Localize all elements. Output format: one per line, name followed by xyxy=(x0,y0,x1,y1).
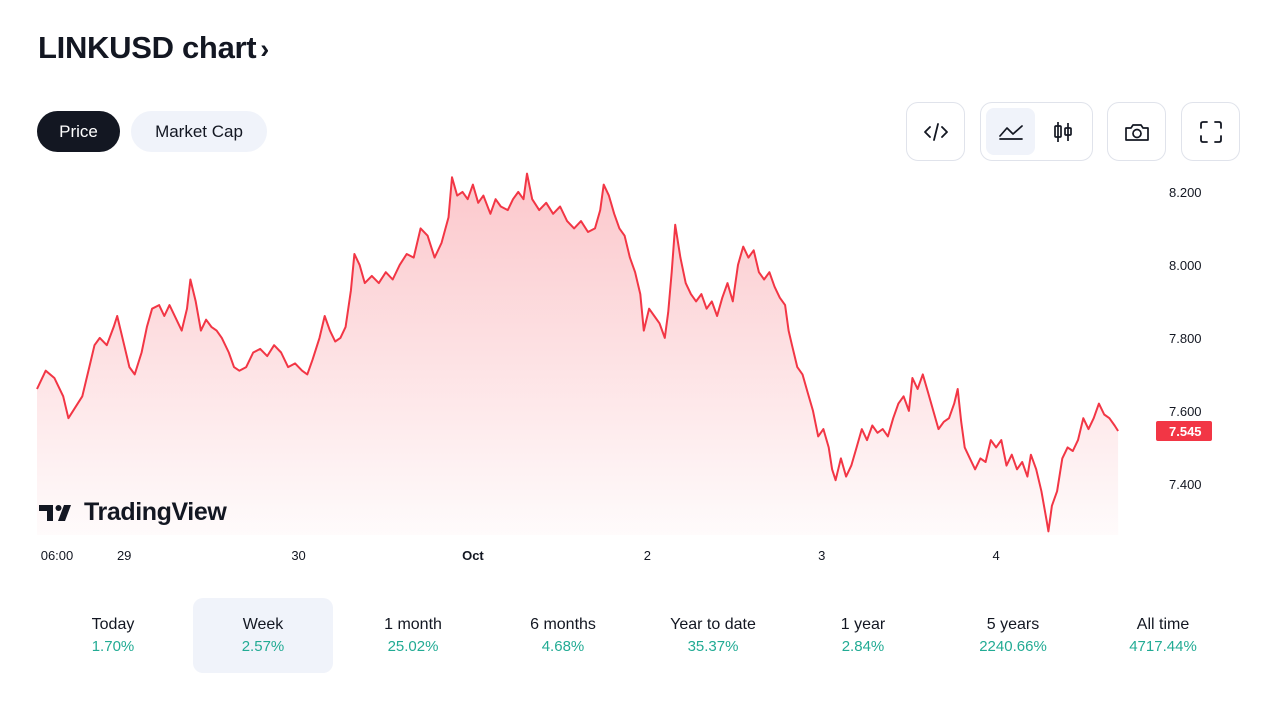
price-area-fill xyxy=(37,173,1119,535)
period-5-years[interactable]: 5 years 2240.66% xyxy=(943,598,1083,673)
period-change: 25.02% xyxy=(387,638,439,655)
embed-button[interactable] xyxy=(906,102,965,161)
y-tick-label: 7.400 xyxy=(1169,477,1202,492)
period-1-year[interactable]: 1 year 2.84% xyxy=(793,598,933,673)
page-title-text[interactable]: LINKUSD chart xyxy=(38,30,257,65)
period-change: 4.68% xyxy=(541,638,585,655)
period-label: 5 years xyxy=(986,616,1040,633)
tradingview-logo[interactable]: TradingView xyxy=(39,498,227,527)
period-change: 4717.44% xyxy=(1129,638,1197,655)
page-title[interactable]: LINKUSD chart › xyxy=(38,30,269,66)
camera-icon xyxy=(1124,123,1149,141)
y-tick-label: 7.800 xyxy=(1169,331,1202,346)
y-tick-label: 7.600 xyxy=(1169,404,1202,419)
candlestick-chart-icon xyxy=(1053,121,1072,142)
chevron-right-icon[interactable]: › xyxy=(260,33,269,64)
candlestick-chart-button[interactable] xyxy=(1038,108,1087,155)
chart-type-switcher xyxy=(980,102,1093,161)
period-label: All time xyxy=(1136,616,1190,633)
embed-code-icon xyxy=(923,122,948,141)
y-tick-label: 8.000 xyxy=(1169,258,1202,273)
period-label: Week xyxy=(242,616,284,633)
x-tick-label: 30 xyxy=(291,548,305,563)
x-tick-label: 29 xyxy=(117,548,131,563)
x-tick-label: 4 xyxy=(992,548,999,563)
last-price-label: 7.545 xyxy=(1169,424,1202,439)
period-1-month[interactable]: 1 month 25.02% xyxy=(343,598,483,673)
area-chart-button[interactable] xyxy=(986,108,1035,155)
period-year-to-date[interactable]: Year to date 35.37% xyxy=(643,598,783,673)
period-all-time[interactable]: All time 4717.44% xyxy=(1093,598,1233,673)
tradingview-logo-icon xyxy=(39,504,71,521)
period-label: 1 month xyxy=(384,616,442,633)
snapshot-button[interactable] xyxy=(1107,102,1166,161)
fullscreen-icon xyxy=(1199,120,1222,143)
period-change: 2.57% xyxy=(241,638,285,655)
tab-market-cap[interactable]: Market Cap xyxy=(131,111,267,152)
performance-periods: Today 1.70% Week 2.57% 1 month 25.02% 6 months… xyxy=(37,598,1237,673)
price-chart[interactable]: 8.200 8.000 7.800 7.600 7.400 7.545 06:00 29 30… xyxy=(0,170,1280,580)
period-label: Year to date xyxy=(670,616,756,633)
price-line xyxy=(36,172,1119,533)
last-price-badge xyxy=(1156,420,1212,441)
period-today[interactable]: Today 1.70% xyxy=(43,598,183,673)
x-tick-label: 2 xyxy=(644,548,651,563)
x-tick-label: 3 xyxy=(818,548,825,563)
y-tick-label: 8.200 xyxy=(1169,185,1202,200)
period-change: 35.37% xyxy=(687,638,739,655)
tradingview-wordmark: TradingView xyxy=(84,498,227,526)
tab-price[interactable]: Price xyxy=(37,111,120,152)
period-label: Today xyxy=(91,616,135,633)
x-tick-label: 06:00 xyxy=(41,548,74,563)
x-tick-label: Oct xyxy=(462,548,484,563)
period-change: 2.84% xyxy=(841,638,885,655)
period-change: 1.70% xyxy=(91,638,135,655)
period-6-months[interactable]: 6 months 4.68% xyxy=(493,598,633,673)
fullscreen-button[interactable] xyxy=(1181,102,1240,161)
period-week[interactable]: Week 2.57% xyxy=(193,598,333,673)
period-change: 2240.66% xyxy=(979,638,1047,655)
period-label: 6 months xyxy=(530,616,596,633)
area-chart-icon xyxy=(998,124,1023,140)
period-label: 1 year xyxy=(840,616,886,633)
